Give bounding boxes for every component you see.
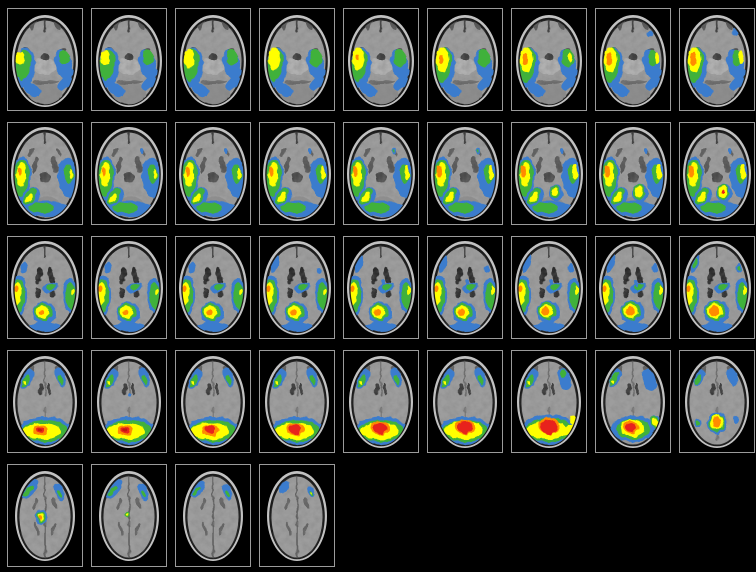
activation-overlay: [182, 147, 244, 217]
brain-slice: [175, 464, 251, 567]
brain-slice: [175, 236, 251, 339]
brain-slice: [427, 8, 503, 111]
brain-slice: [343, 236, 419, 339]
brain-slice: [511, 122, 587, 225]
activation-overlay: [351, 48, 410, 98]
activation-overlay: [21, 479, 65, 524]
activation-overlay: [693, 368, 739, 434]
brain-slice: [595, 350, 671, 453]
activation-overlay: [266, 147, 328, 217]
brain-slice: [595, 122, 671, 225]
activation-overlay: [14, 157, 76, 217]
activation-overlay: [183, 48, 242, 98]
activation-overlay: [521, 368, 578, 445]
brain-slice: [91, 236, 167, 339]
brain-slice: [427, 236, 503, 339]
brain-slice: [259, 236, 335, 339]
activation-overlay: [190, 480, 233, 500]
brain-slice: [7, 350, 83, 453]
activation-overlay: [435, 48, 494, 98]
activation-overlay: [518, 251, 580, 332]
activation-overlay: [686, 147, 748, 217]
activation-overlay: [17, 367, 72, 445]
brain-slice: [679, 350, 755, 453]
activation-overlay: [105, 479, 149, 518]
brain-slice: [343, 350, 419, 453]
brain-slice: [175, 350, 251, 453]
brain-slice: [7, 8, 83, 111]
brain-slice: [511, 236, 587, 339]
brain-slice: [427, 122, 503, 225]
activation-overlay: [267, 48, 326, 98]
brain-slice: [511, 8, 587, 111]
activation-overlay: [270, 367, 324, 445]
activation-overlay: [350, 255, 412, 332]
activation-overlay: [686, 253, 748, 332]
activation-overlay: [434, 147, 496, 217]
activation-overlay: [99, 48, 158, 98]
brain-slice: [91, 464, 167, 567]
brain-slice: [7, 236, 83, 339]
activation-overlay: [519, 48, 578, 98]
brain-slice: [679, 8, 755, 111]
brain-slice: [175, 122, 251, 225]
activation-overlay: [354, 367, 408, 445]
activation-overlay: [182, 262, 244, 332]
activation-overlay: [278, 481, 316, 498]
activation-overlay: [186, 367, 240, 445]
activation-overlay: [609, 368, 662, 442]
brain-slice: [679, 122, 755, 225]
brain-slice: [595, 236, 671, 339]
activation-overlay: [15, 48, 74, 98]
brain-slice: [427, 350, 503, 453]
brain-slice: [91, 8, 167, 111]
brain-slice: [259, 464, 335, 567]
activation-overlay: [603, 31, 662, 98]
brain-slice: [679, 236, 755, 339]
brain-slice: [343, 122, 419, 225]
brain-slice: [259, 122, 335, 225]
brain-slice: [343, 8, 419, 111]
activation-overlay: [100, 367, 156, 445]
brain-slice: [595, 8, 671, 111]
brain-slice: [91, 122, 167, 225]
brain-slice: [7, 122, 83, 225]
activation-overlay: [687, 28, 746, 98]
brain-slice: [511, 350, 587, 453]
activation-overlay: [438, 367, 492, 445]
brain-slice: [259, 8, 335, 111]
brain-slice: [259, 350, 335, 453]
brain-slice: [175, 8, 251, 111]
activation-overlay: [602, 147, 664, 217]
brain-slice: [91, 350, 167, 453]
brain-slice: [7, 464, 83, 567]
